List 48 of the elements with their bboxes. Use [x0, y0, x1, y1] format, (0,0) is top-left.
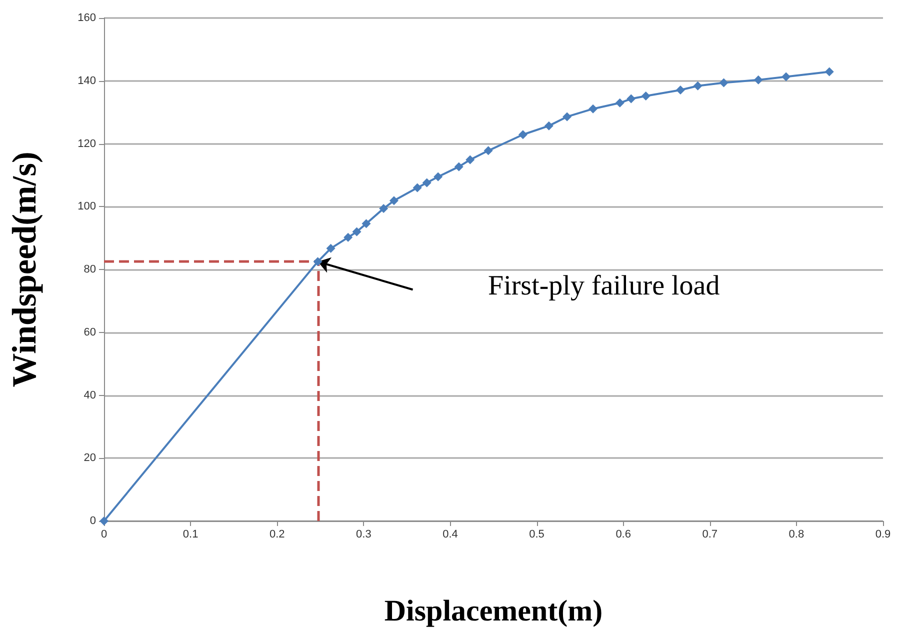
x-axis-title: Displacement(m) [384, 594, 603, 628]
point [693, 81, 702, 90]
point [379, 204, 388, 214]
y-axis-title: Windspeed(m/s) [6, 152, 44, 388]
point [824, 67, 834, 76]
point [588, 104, 598, 114]
y-tick-label: 60 [84, 326, 96, 338]
x-tick-label: 0.7 [702, 528, 718, 540]
point [466, 155, 475, 164]
x-tick-label: 0.9 [875, 528, 891, 540]
x-tick-label: 0.2 [269, 528, 285, 540]
point [562, 112, 572, 122]
point [544, 121, 554, 130]
point [484, 146, 493, 156]
point [518, 130, 528, 140]
point [434, 172, 443, 182]
y-tick-label: 0 [90, 515, 96, 527]
point [352, 227, 362, 236]
x-tick-label: 0.8 [788, 528, 804, 540]
point [344, 232, 353, 242]
point [754, 75, 763, 84]
point [412, 183, 422, 192]
point [641, 91, 650, 100]
annotation: First-ply failure load [488, 270, 720, 302]
y-tick-label: 100 [78, 200, 96, 213]
x-tick-label: 0.3 [356, 528, 372, 540]
x-tick-label: 0.4 [442, 528, 458, 540]
point [626, 94, 636, 104]
x-tick-label: 0.6 [616, 528, 631, 540]
point [615, 98, 624, 108]
y-tick-label: 140 [78, 74, 96, 87]
point [782, 72, 791, 82]
x-tick-label: 0.1 [182, 528, 198, 540]
point [719, 78, 728, 88]
y-tick-label: 20 [84, 452, 96, 464]
y-tick-label: 40 [84, 389, 96, 402]
point [313, 257, 322, 266]
point [389, 196, 398, 206]
y-tick-label: 120 [78, 138, 96, 150]
point [454, 162, 464, 172]
y-tick-label: 160 [78, 12, 96, 24]
point [362, 219, 371, 228]
point [422, 178, 432, 188]
point [326, 244, 336, 253]
x-tick-label: 0 [100, 528, 108, 540]
x-tick-label: 0.5 [529, 528, 544, 540]
y-tick-label: 80 [84, 264, 96, 276]
point [676, 85, 685, 94]
